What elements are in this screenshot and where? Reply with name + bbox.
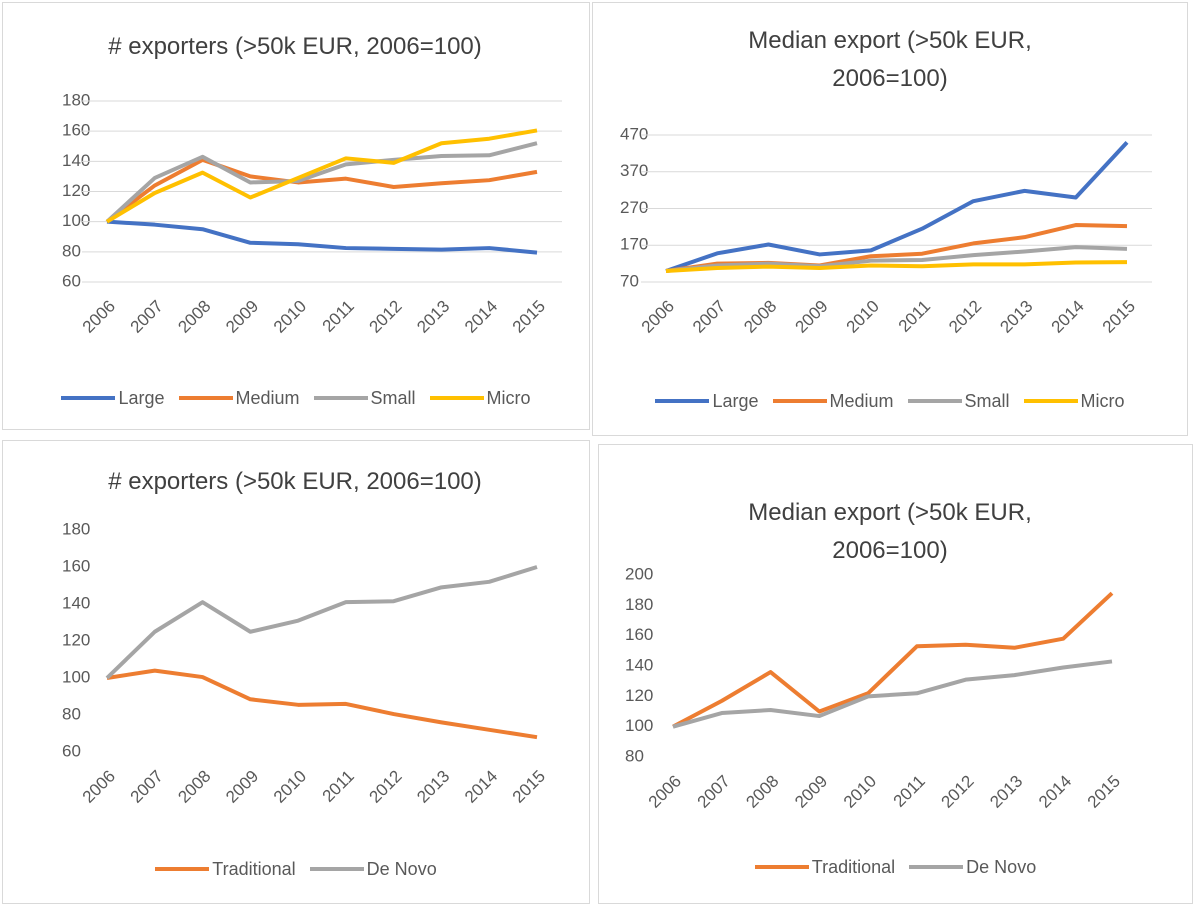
panel [2,440,590,904]
legend: Large Medium Small Micro [2,386,590,410]
legend-item: Traditional [155,858,296,880]
y-tick-label: 100 [62,667,90,686]
legend-item: Micro [1023,390,1125,412]
y-tick-label: 80 [625,746,644,765]
legend-label: Micro [486,387,531,408]
line-series [106,668,538,740]
legend-item: Traditional [754,856,896,878]
legend-swatch [155,867,210,871]
legend: Traditional De Novo [598,855,1193,879]
legend-item: Micro [429,387,531,409]
y-tick-label: 60 [62,271,81,290]
y-tick-label: 200 [625,564,653,583]
line-series [672,591,1114,729]
legend-label: Large [118,387,165,408]
chart-title: Median export (>50k EUR, 2006=100) [748,27,1032,92]
y-tick-label: 80 [62,704,81,723]
chart-title: # exporters (>50k EUR, 2006=100) [108,468,482,495]
legend-item: Small [313,387,416,409]
line-series [105,157,538,224]
legend-label: Traditional [811,856,896,877]
legend-label: Large [712,390,759,411]
y-tick-label: 120 [625,686,653,705]
panel [2,2,590,430]
y-tick-label: 100 [625,716,653,735]
line-series [105,128,538,224]
legend-label: Small [964,390,1010,411]
line-series [105,141,538,224]
y-tick-label: 60 [62,741,81,760]
chart-title: Median export (>50k EUR, 2006=100) [748,499,1032,564]
legend-swatch [909,865,964,869]
legend-label: De Novo [966,856,1037,877]
y-tick-label: 160 [62,121,90,140]
legend-swatch [178,396,233,400]
y-tick-label: 170 [620,235,648,254]
y-tick-label: 70 [620,271,639,290]
legend: Traditional De Novo [2,857,590,881]
legend-item: Large [61,387,165,409]
legend-swatch [907,399,962,403]
legend: Large Medium Small Micro [592,389,1188,413]
legend-swatch [313,396,368,400]
legend-item: De Novo [909,857,1036,878]
y-tick-label: 140 [625,655,653,674]
legend-swatch [61,396,116,400]
legend-label: De Novo [366,858,437,879]
line-series [665,245,1128,273]
y-tick-label: 370 [620,161,648,180]
legend-label: Micro [1080,390,1125,411]
line-series [665,260,1128,273]
legend-label: Medium [235,387,300,408]
y-tick-label: 140 [62,151,90,170]
legend-swatch [309,867,364,871]
line-series [105,565,538,680]
legend-swatch [429,396,484,400]
line-series [106,219,538,255]
y-tick-label: 120 [62,181,90,200]
legend-item: Medium [772,390,894,412]
legend-swatch [655,399,710,403]
y-tick-label: 160 [625,625,653,644]
legend-label: Traditional [212,858,296,879]
line-series [672,659,1113,729]
legend-item: De Novo [309,858,437,880]
legend-item: Small [907,390,1010,412]
panel [598,444,1193,904]
y-tick-label: 470 [620,124,648,143]
y-tick-label: 80 [62,241,81,260]
y-tick-label: 120 [62,630,90,649]
legend-item: Medium [178,387,300,409]
legend-label: Small [370,387,416,408]
y-tick-label: 100 [62,211,90,230]
y-tick-label: 270 [620,198,648,217]
legend-swatch [772,399,827,403]
y-tick-label: 160 [62,556,90,575]
y-tick-label: 180 [62,519,90,538]
y-tick-label: 180 [62,90,90,109]
legend-label: Medium [829,390,894,411]
legend-item: Large [655,390,759,412]
line-series [665,140,1129,273]
legend-swatch [754,865,809,869]
chart-title: # exporters (>50k EUR, 2006=100) [108,33,482,60]
legend-swatch [1023,399,1078,403]
y-tick-label: 140 [62,593,90,612]
y-tick-label: 180 [625,595,653,614]
panel [592,2,1188,436]
